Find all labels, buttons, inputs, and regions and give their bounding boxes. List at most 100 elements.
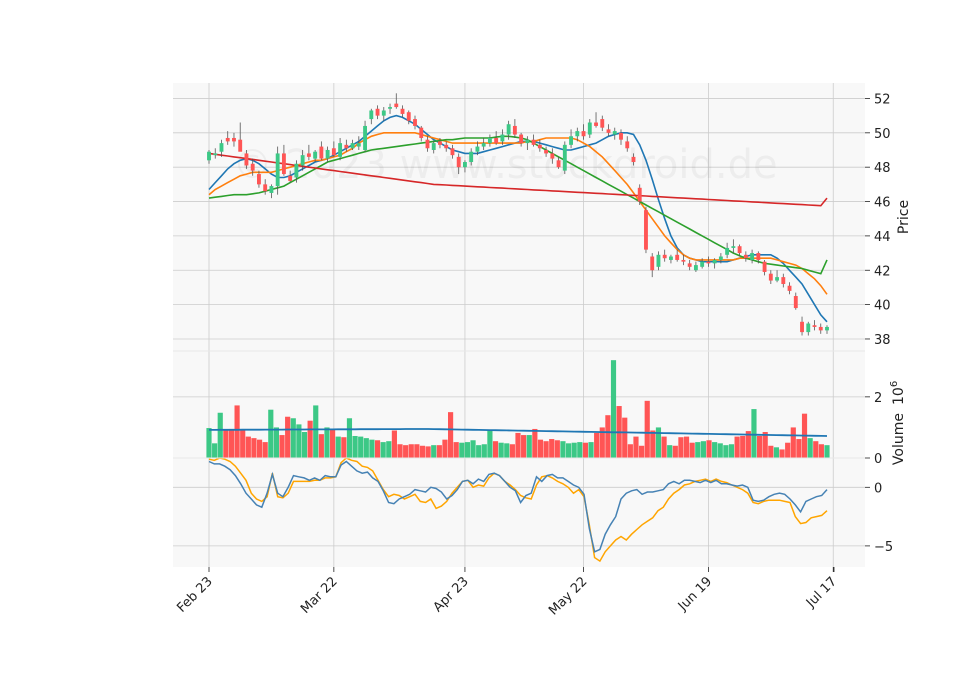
candle bbox=[487, 134, 492, 147]
volume-bar bbox=[813, 441, 819, 458]
volume-bar bbox=[756, 435, 763, 458]
volume-bar bbox=[245, 436, 251, 458]
volume-axis-unit: 106 bbox=[889, 381, 907, 405]
volume-bar bbox=[212, 443, 218, 458]
volume-bar bbox=[565, 443, 572, 458]
y-tick-label: 40 bbox=[874, 299, 891, 314]
candle bbox=[619, 129, 623, 145]
candle bbox=[257, 170, 261, 188]
candle-body bbox=[319, 146, 324, 159]
candle-body bbox=[431, 143, 436, 150]
candle-body bbox=[600, 119, 605, 128]
volume-bar bbox=[779, 449, 785, 458]
candle-body bbox=[562, 144, 567, 171]
volume-bar bbox=[661, 436, 667, 458]
oscillator-line-b bbox=[208, 457, 828, 563]
volume-bar bbox=[369, 439, 375, 458]
volume-bar bbox=[318, 434, 324, 458]
candle bbox=[456, 153, 461, 175]
candle bbox=[375, 105, 380, 120]
volume-bar bbox=[723, 445, 729, 458]
candle bbox=[793, 292, 798, 310]
volume-bar bbox=[391, 430, 397, 458]
candle bbox=[369, 108, 374, 125]
candle bbox=[681, 254, 686, 266]
volume-bar bbox=[672, 445, 678, 458]
candle bbox=[756, 251, 761, 264]
volume-bar bbox=[234, 405, 240, 458]
candle-body bbox=[619, 132, 623, 140]
candle-body bbox=[825, 326, 829, 331]
volume-bar bbox=[240, 430, 246, 458]
candle bbox=[388, 103, 392, 114]
volume-bar bbox=[773, 447, 780, 458]
volume-bar bbox=[537, 439, 544, 458]
y-tick-label: 52 bbox=[874, 92, 891, 107]
candle bbox=[631, 153, 636, 166]
candle bbox=[743, 251, 748, 262]
candle-body bbox=[213, 153, 218, 156]
candle bbox=[306, 144, 311, 161]
candle bbox=[644, 206, 648, 254]
candle bbox=[581, 124, 586, 140]
candle bbox=[463, 160, 467, 173]
candle-body bbox=[413, 119, 417, 126]
candle bbox=[675, 249, 680, 262]
candle bbox=[419, 125, 424, 142]
candle bbox=[656, 251, 661, 271]
volume-bar bbox=[667, 445, 673, 458]
volume-bar bbox=[442, 439, 448, 458]
volume-bar bbox=[633, 436, 639, 458]
volume-bar bbox=[251, 438, 257, 458]
candle-body bbox=[544, 150, 549, 154]
candle bbox=[325, 146, 330, 163]
volume-bar bbox=[695, 442, 701, 458]
candle bbox=[500, 129, 505, 145]
watermark: © 2023 www.stockdroid.de bbox=[232, 142, 777, 188]
candle bbox=[725, 242, 730, 259]
candle bbox=[587, 119, 592, 138]
candle-body bbox=[656, 254, 661, 267]
ma-short-line bbox=[208, 114, 828, 323]
candle-body bbox=[294, 163, 299, 178]
volume-bar bbox=[363, 438, 369, 458]
candle-body bbox=[569, 136, 573, 145]
candle-body bbox=[806, 323, 811, 333]
candle-body bbox=[281, 153, 286, 175]
volume-bar bbox=[256, 439, 263, 458]
candle-body bbox=[438, 141, 442, 145]
volume-bar bbox=[700, 441, 706, 458]
candle bbox=[506, 120, 511, 140]
volume-bar bbox=[453, 442, 459, 458]
volume-bar bbox=[745, 431, 751, 458]
volume-bar bbox=[594, 432, 600, 458]
candle bbox=[693, 261, 698, 272]
candle bbox=[600, 115, 605, 132]
price-candles bbox=[207, 93, 829, 336]
x-tick-label: Mar 22 bbox=[298, 574, 341, 617]
volume-bar bbox=[313, 405, 319, 458]
volume-bar bbox=[262, 442, 268, 458]
candle-body bbox=[394, 103, 399, 108]
volume-bar bbox=[330, 428, 336, 458]
candle bbox=[444, 141, 449, 152]
candle bbox=[438, 137, 442, 149]
volume-bar bbox=[447, 412, 454, 458]
volume-bar bbox=[301, 432, 308, 458]
candle-body bbox=[787, 285, 792, 291]
volume-bar bbox=[751, 409, 757, 458]
volume-average-line bbox=[209, 428, 828, 437]
candle-body bbox=[338, 143, 343, 157]
candle-body bbox=[463, 162, 467, 168]
volume-bar bbox=[206, 428, 212, 458]
volume-bar bbox=[217, 412, 223, 458]
candle-body bbox=[500, 134, 505, 142]
candle bbox=[425, 136, 430, 152]
candle-body bbox=[731, 246, 736, 248]
candle-body bbox=[706, 261, 711, 264]
volume-bar bbox=[509, 444, 515, 458]
volume-bar bbox=[436, 445, 442, 458]
candle bbox=[594, 112, 598, 128]
volume-bar bbox=[403, 445, 409, 458]
